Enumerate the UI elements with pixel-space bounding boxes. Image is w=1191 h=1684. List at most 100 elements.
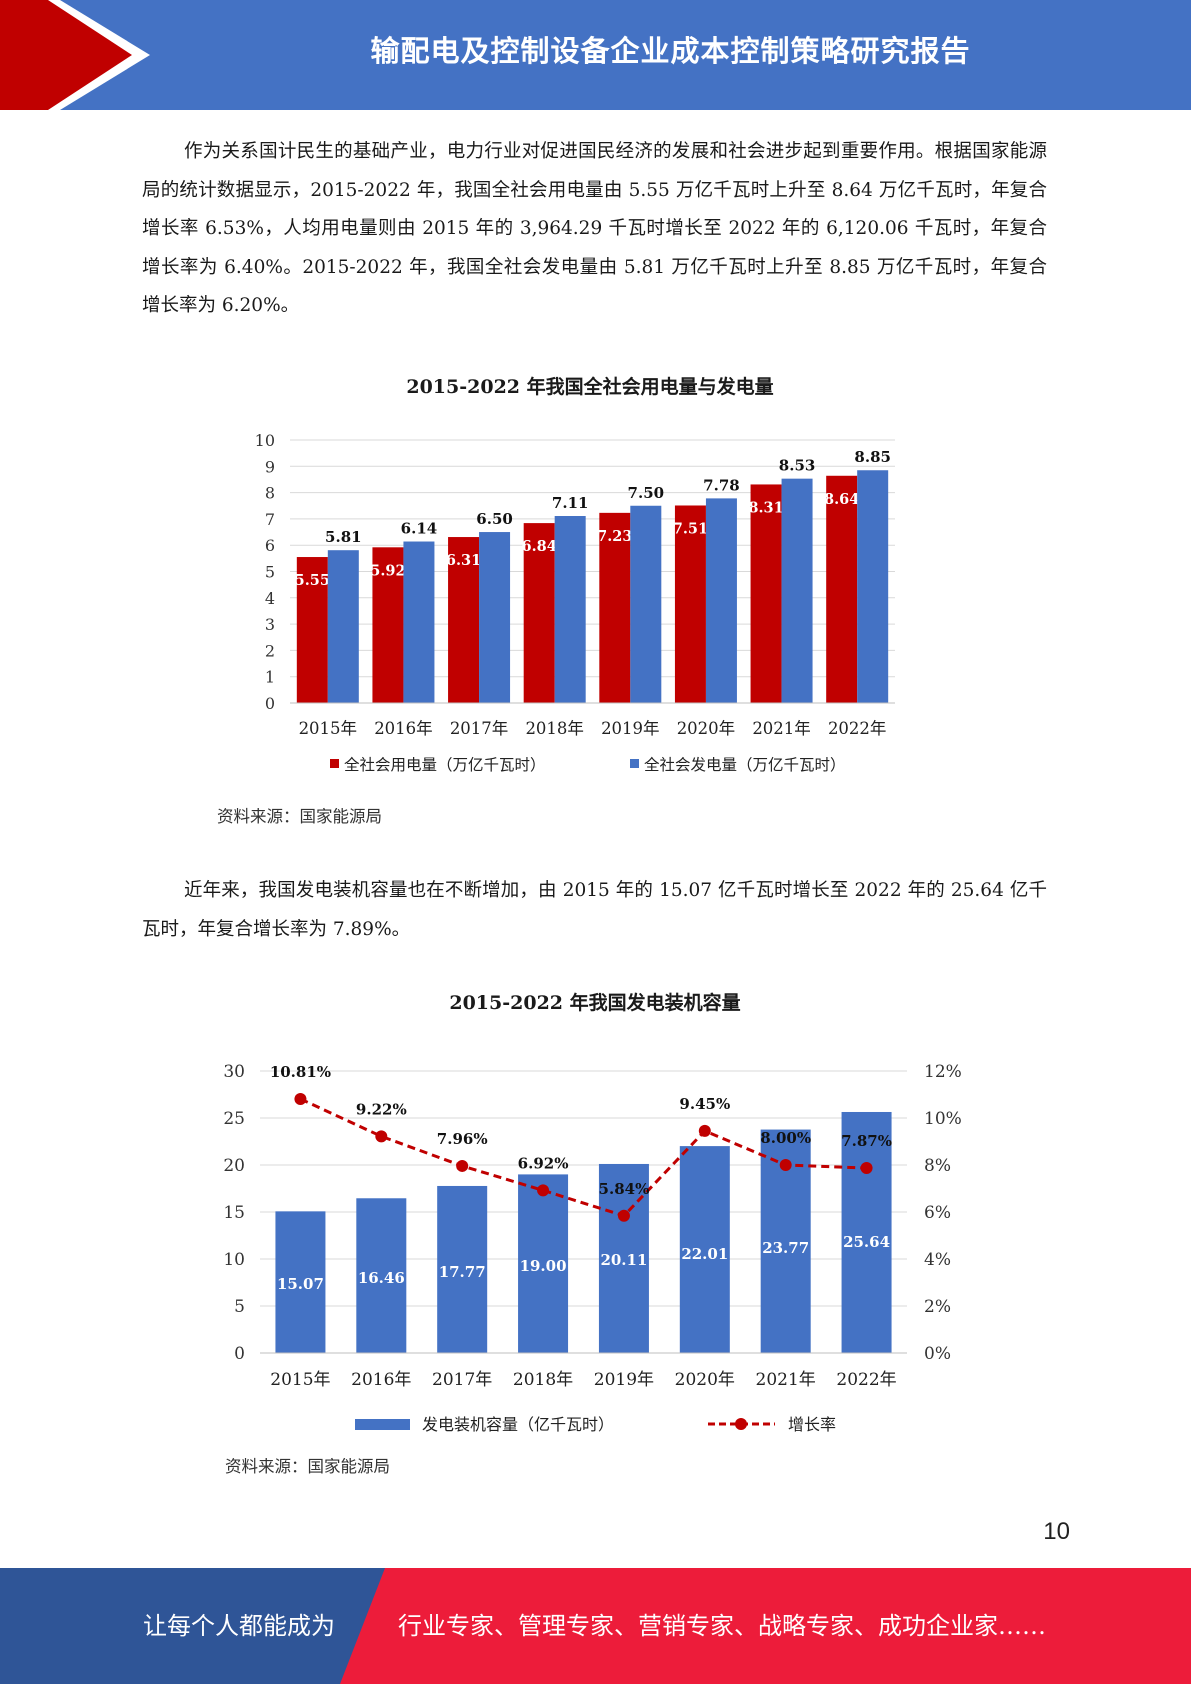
y-tick-label: 5 bbox=[265, 563, 275, 582]
y-tick-label: 20 bbox=[223, 1156, 245, 1176]
legend-swatch-growth-point bbox=[735, 1418, 747, 1430]
installed-capacity-chart: 0 5 10 15 20 25 30 0% 2% 4% 6% 8% 10% 12% 15.07 2015年 16… bbox=[223, 1062, 962, 1434]
legend-label-generation: 全社会发电量（万亿千瓦时） bbox=[644, 756, 846, 774]
x-tick-label: 2022年 bbox=[836, 1370, 896, 1390]
chart1-source: 资料来源：国家能源局 bbox=[217, 807, 382, 826]
y2-tick-label: 12% bbox=[924, 1062, 962, 1082]
capacity-data-label: 20.11 bbox=[600, 1251, 647, 1269]
y-tick-label: 1 bbox=[265, 668, 275, 687]
growth-rate-point bbox=[860, 1162, 873, 1175]
header-chevron-decoration bbox=[0, 0, 150, 110]
legend-swatch-consumption bbox=[330, 759, 339, 768]
consumption-bar bbox=[296, 557, 328, 703]
legend-label-growth: 增长率 bbox=[788, 1415, 836, 1434]
generation-bar bbox=[479, 532, 511, 703]
capacity-bar bbox=[518, 1174, 569, 1353]
x-tick-label: 2018年 bbox=[513, 1370, 573, 1390]
consumption-data-label: 5.55 bbox=[295, 572, 330, 589]
report-title: 输配电及控制设备企业成本控制策略研究报告 bbox=[370, 34, 971, 68]
y-tick-label: 30 bbox=[223, 1062, 245, 1082]
capacity-data-label: 16.46 bbox=[358, 1269, 405, 1287]
capacity-bar bbox=[598, 1163, 649, 1353]
x-tick-label: 2020年 bbox=[677, 719, 736, 738]
consumption-data-label: 8.31 bbox=[748, 499, 783, 516]
capacity-data-label: 22.01 bbox=[681, 1245, 728, 1263]
x-tick-label: 2015年 bbox=[270, 1370, 330, 1390]
consumption-data-label: 5.92 bbox=[370, 562, 405, 579]
generation-data-label: 6.14 bbox=[401, 520, 438, 538]
generation-bar bbox=[857, 470, 889, 703]
consumption-data-label: 6.31 bbox=[446, 552, 481, 569]
generation-bar bbox=[327, 550, 359, 703]
y-tick-label: 2 bbox=[265, 641, 275, 660]
body-paragraph-2: 近年来，我国发电装机容量也在不断增加，由 2015 年的 15.07 亿千瓦时增… bbox=[142, 880, 1047, 940]
capacity-bar bbox=[437, 1185, 488, 1353]
growth-rate-data-label: 10.81% bbox=[270, 1063, 331, 1081]
body-paragraph-1: 作为关系国计民生的基础产业，电力行业对促进国民经济的发展和社会进步起到重要作用。… bbox=[142, 141, 1047, 316]
x-tick-label: 2021年 bbox=[756, 1370, 816, 1390]
consumption-bar bbox=[826, 475, 858, 703]
y-tick-label: 8 bbox=[265, 484, 275, 503]
growth-rate-point bbox=[617, 1209, 630, 1222]
y2-tick-label: 0% bbox=[924, 1344, 951, 1364]
capacity-bar bbox=[841, 1111, 892, 1353]
x-tick-label: 2017年 bbox=[450, 719, 509, 738]
consumption-data-label: 7.51 bbox=[673, 520, 708, 537]
y-tick-label: 0 bbox=[234, 1344, 245, 1364]
x-tick-label: 2021年 bbox=[752, 719, 811, 738]
capacity-data-label: 23.77 bbox=[762, 1239, 809, 1257]
legend-label-consumption: 全社会用电量（万亿千瓦时） bbox=[344, 756, 546, 774]
chart2-title: 2015-2022 年我国发电装机容量 bbox=[449, 992, 741, 1014]
consumption-bar bbox=[599, 512, 631, 703]
y-tick-label: 10 bbox=[223, 1250, 245, 1270]
footer-right-band bbox=[340, 1568, 1191, 1684]
electricity-consumption-generation-chart: 0 1 2 3 4 5 6 7 8 9 10 5.55 5.81 2015年 5.92 6.14 2016年 6.… bbox=[255, 431, 895, 774]
generation-data-label: 7.50 bbox=[628, 484, 665, 502]
generation-data-label: 7.78 bbox=[703, 476, 740, 494]
growth-rate-data-label: 9.45% bbox=[679, 1095, 730, 1113]
capacity-bar bbox=[356, 1198, 407, 1353]
growth-rate-point bbox=[698, 1124, 711, 1137]
x-tick-label: 2019年 bbox=[601, 719, 660, 738]
growth-rate-data-label: 6.92% bbox=[518, 1154, 569, 1172]
y-tick-label: 6 bbox=[265, 536, 275, 555]
y2-tick-label: 4% bbox=[924, 1250, 951, 1270]
y2-tick-label: 10% bbox=[924, 1109, 962, 1129]
x-tick-label: 2016年 bbox=[374, 719, 433, 738]
capacity-bar bbox=[275, 1211, 326, 1353]
y2-tick-label: 6% bbox=[924, 1203, 951, 1223]
consumption-bar bbox=[372, 547, 404, 703]
chart1-title: 2015-2022 年我国全社会用电量与发电量 bbox=[406, 376, 774, 398]
growth-rate-point bbox=[375, 1130, 388, 1143]
capacity-bar bbox=[679, 1146, 730, 1353]
generation-bar bbox=[781, 478, 813, 703]
x-tick-label: 2022年 bbox=[828, 719, 887, 738]
x-tick-label: 2016年 bbox=[351, 1370, 411, 1390]
capacity-data-label: 25.64 bbox=[843, 1233, 890, 1251]
growth-rate-data-label: 7.87% bbox=[841, 1132, 892, 1150]
growth-rate-point bbox=[537, 1184, 550, 1197]
page-header: 输配电及控制设备企业成本控制策略研究报告 bbox=[0, 0, 1191, 110]
x-tick-label: 2020年 bbox=[675, 1370, 735, 1390]
legend-swatch-generation bbox=[630, 759, 639, 768]
y-tick-label: 7 bbox=[265, 510, 275, 529]
generation-bar bbox=[705, 498, 737, 703]
generation-data-label: 5.81 bbox=[325, 528, 362, 546]
generation-data-label: 8.85 bbox=[854, 448, 891, 466]
x-tick-label: 2017年 bbox=[432, 1370, 492, 1390]
growth-rate-point bbox=[779, 1159, 792, 1171]
growth-rate-data-label: 7.96% bbox=[437, 1130, 488, 1148]
growth-rate-point bbox=[294, 1092, 307, 1105]
growth-rate-data-label: 5.84% bbox=[599, 1180, 650, 1198]
footer-slogan-right: 行业专家、管理专家、营销专家、战略专家、成功企业家…… bbox=[398, 1612, 1046, 1640]
page-footer: 让每个人都能成为 行业专家、管理专家、营销专家、战略专家、成功企业家…… bbox=[0, 1568, 1191, 1684]
page-number: 10 bbox=[1043, 1518, 1070, 1545]
y-tick-label: 0 bbox=[265, 694, 275, 713]
y2-tick-label: 8% bbox=[924, 1156, 951, 1176]
y-tick-label: 4 bbox=[265, 589, 275, 608]
consumption-data-label: 7.23 bbox=[597, 528, 632, 545]
x-tick-label: 2018年 bbox=[525, 719, 584, 738]
growth-rate-point bbox=[456, 1159, 469, 1172]
capacity-data-label: 15.07 bbox=[277, 1275, 324, 1293]
consumption-data-label: 6.84 bbox=[522, 538, 557, 555]
